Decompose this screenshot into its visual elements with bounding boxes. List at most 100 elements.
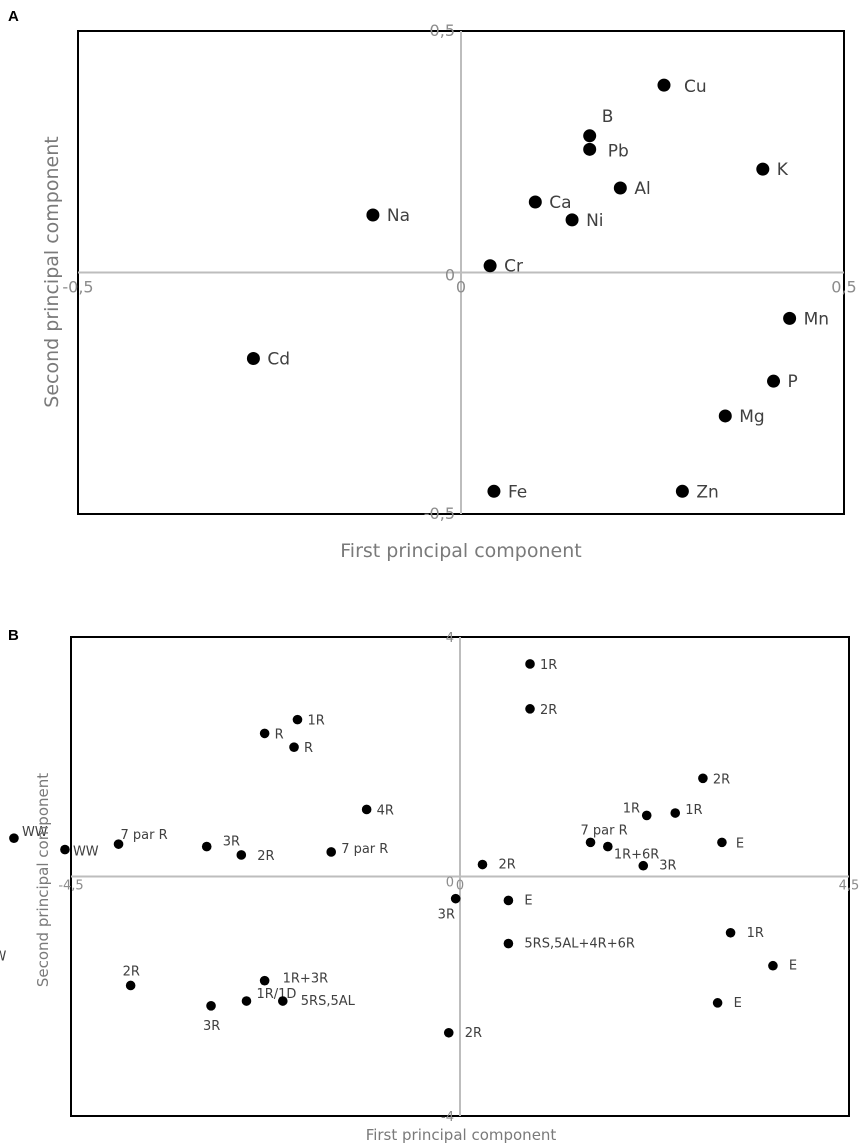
panel-b-data-point: [361, 804, 372, 815]
panel-b-data-point: [326, 847, 336, 857]
panel-b-y-tick-label: 0: [446, 876, 454, 891]
panel-b-data-point: [289, 742, 299, 752]
panel-b-x-tick-label: 0: [456, 878, 464, 893]
panel-a-point-label: Ni: [586, 211, 603, 231]
panel-b-point-label: R: [275, 727, 284, 742]
panel-b-data-point: [206, 1001, 216, 1011]
panel-a-tag: A: [8, 8, 19, 25]
panel-b-point-label: E: [734, 996, 742, 1011]
panel-b-tag: B: [8, 627, 19, 644]
panel-b-x-tick-label: -4,5: [58, 878, 83, 893]
panel-b-data-point: [125, 980, 136, 991]
panel-b-point-label: 1R: [685, 803, 702, 818]
panel-b-data-point: [603, 841, 613, 852]
panel-b-point-label: 1R: [623, 801, 640, 816]
panel-b-data-point: [503, 895, 514, 906]
panel-b-point-label: WW: [22, 825, 48, 840]
panel-b-point-label: 1R: [540, 658, 557, 673]
panel-b-y-axis-title: Second principal component: [34, 773, 52, 987]
panel-a-data-point: [767, 374, 781, 388]
panel-a-data-point: [366, 208, 380, 222]
panel-b-data-point: [525, 704, 535, 714]
panel-a-point-label: Mn: [804, 309, 829, 329]
panel-a-x-tick-label: 0,5: [831, 278, 856, 297]
panel-b-data-point: [525, 659, 535, 669]
panel-a-data-point: [613, 181, 627, 195]
panel-b-x-axis-title: First principal component: [366, 1126, 557, 1144]
panel-b-point-label: E: [736, 836, 744, 851]
panel-a-point-label: Cr: [504, 257, 523, 277]
panel-a-point-label: B: [602, 107, 614, 127]
panel-b-point-label: 5RS,5AL: [301, 994, 356, 1009]
panel-b-point-label: 7 par R: [341, 842, 388, 857]
panel-b-point-label: E: [524, 893, 532, 908]
panel-a-y-tick-label: -0,5: [424, 504, 455, 523]
panel-b-data-point: [641, 810, 652, 821]
panel-b-point-label: 2R: [257, 849, 274, 864]
panel-b-data-point: [259, 728, 270, 739]
panel-a-point-label: Cd: [267, 349, 290, 369]
panel-a-point-label: Mg: [739, 407, 764, 427]
panel-a-point-label: Pb: [608, 141, 629, 161]
panel-b-point-label: 2R: [123, 964, 140, 979]
panel-a-point-label: Zn: [696, 482, 718, 502]
panel-a-data-point: [246, 351, 260, 365]
panel-b-data-point: [585, 837, 596, 848]
panel-a-data-point: [483, 259, 497, 273]
panel-a-point-label: Cu: [684, 77, 707, 97]
panel-b-point-label: 7 par R: [121, 828, 168, 843]
panel-a-point-label: Al: [634, 179, 650, 199]
panel-b-data-point: [259, 975, 270, 986]
panel-b-point-label: WW: [73, 845, 99, 860]
panel-b-point-label: 1R: [747, 926, 764, 941]
panel-b-data-point: [698, 773, 708, 784]
panel-b-y-tick-label: 4: [446, 631, 454, 646]
panel-b-data-point: [241, 996, 252, 1006]
panel-b-data-point: [450, 893, 461, 904]
panel-b-data-point: [670, 808, 681, 818]
panel-b-point-label: 4R: [377, 803, 394, 818]
panel-b-point-label: 1R+6R: [614, 848, 660, 863]
panel-b-data-point: [768, 960, 778, 971]
panel-a-data-point: [583, 129, 597, 143]
panel-b-data-point: [201, 841, 212, 852]
panel-a-y-tick-label: 0,5: [430, 21, 455, 40]
panel-b-point-label: 1R: [307, 714, 324, 729]
panel-a-point-label: Ca: [549, 193, 571, 213]
panel-b-point-label: 3R: [223, 835, 240, 850]
panel-a-point-label: P: [788, 372, 798, 392]
panel-a-data-point: [487, 484, 501, 498]
panel-a-data-point: [718, 409, 732, 423]
panel-a-data-point: [528, 195, 542, 209]
panel-a-data-point: [583, 142, 597, 156]
panel-a-point-label: Fe: [508, 482, 527, 502]
panel-b-point-label: 7 par R: [581, 823, 628, 838]
panel-b-data-point: [443, 1027, 454, 1038]
panel-b-data-point: [292, 714, 303, 725]
panel-b-data-point: [277, 996, 288, 1006]
panel-a-x-tick-label: -0,5: [62, 278, 93, 297]
panel-b-data-point: [717, 837, 727, 848]
panel-b: B -4,504,540-4 1R2R1RRRTh2R4R1R1RWW7 par…: [0, 627, 859, 1144]
panel-a-data-point: [783, 311, 797, 325]
panel-b-point-label: 2R: [498, 858, 515, 873]
panel-b-point-label: 2R: [465, 1026, 482, 1041]
panel-a-data-point: [756, 162, 770, 176]
panel-b-data-point: [9, 833, 19, 843]
panel-a-point-label: K: [777, 160, 789, 180]
panel-b-point-label: 1R+3R: [283, 972, 329, 987]
panel-a-x-tick-label: 0: [456, 278, 466, 297]
panel-a-data-point: [657, 78, 671, 92]
panel-b-y-tick-label: -4: [441, 1110, 454, 1125]
panel-a-data-point: [565, 213, 579, 227]
panel-b-point-label: 2R: [713, 772, 730, 787]
panel-b-data-point: [113, 839, 124, 849]
panel-b-point-label: E: [789, 959, 797, 974]
panel-a-x-axis-title: First principal component: [340, 540, 581, 562]
panel-a-data-point: [675, 484, 689, 498]
panel-b-data-point: [712, 998, 723, 1008]
panel-b-point-label: R: [304, 741, 313, 756]
panel-b-point-label: 3R: [438, 908, 455, 923]
panel-b-point-label: 1R/1D: [256, 987, 296, 1002]
